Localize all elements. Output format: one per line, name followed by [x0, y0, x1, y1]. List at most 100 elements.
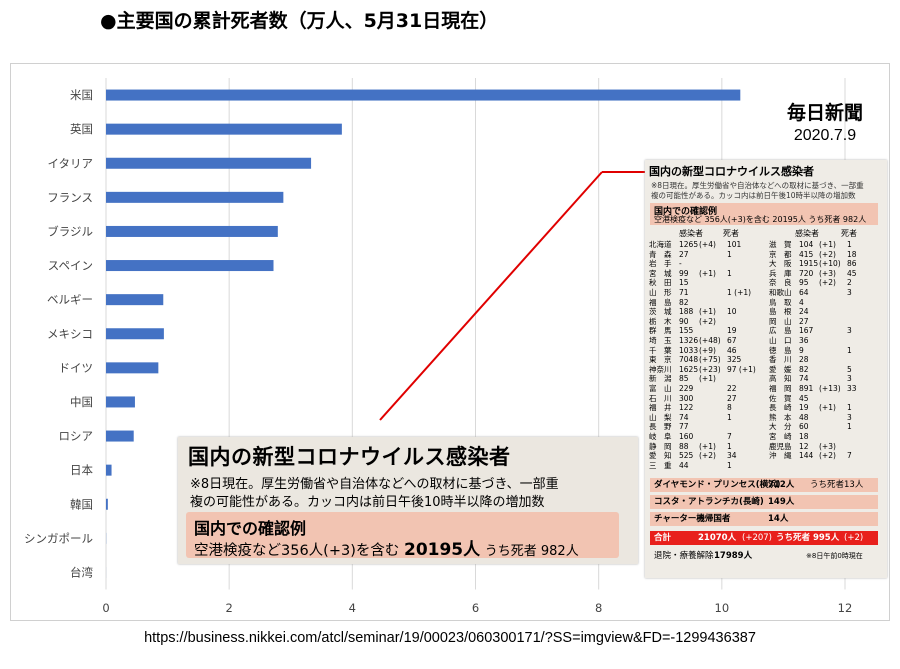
discharge-note: ※8日午前0時現在	[806, 552, 863, 560]
table-row: 埼 玉 1326 (+48) 67	[645, 336, 887, 345]
infected-count: 1033	[679, 345, 699, 355]
infected-increase: (+75)	[699, 355, 721, 365]
infected-count: 525	[679, 451, 694, 461]
table-row: 静 岡 88 (+1) 1	[645, 442, 887, 451]
table-row: 山 口 36	[645, 336, 887, 345]
bar	[106, 430, 134, 442]
death-count: 101	[727, 240, 742, 249]
bar	[106, 498, 108, 510]
infected-count: 188	[679, 307, 694, 317]
prefecture-name: 新 潟	[649, 374, 672, 384]
prefecture-name: 奈 良	[769, 278, 792, 288]
confirmed-box-title: 国内での確認例	[194, 519, 307, 538]
table-row: 愛 知 525 (+2) 34	[645, 451, 887, 460]
prefecture-name: 鹿児島	[769, 441, 792, 451]
death-count: 7	[727, 432, 732, 441]
infected-count: 160	[679, 432, 694, 441]
x-tick-label: 0	[102, 601, 109, 615]
prefecture-name: 岩 手	[649, 259, 672, 269]
death-count: 18	[847, 249, 857, 259]
confirmed-box-text: 空港検疫など356人(+3)を含む 20195人 うち死者 982人	[194, 535, 579, 560]
y-tick-label: ドイツ	[59, 361, 94, 375]
table-row: 三 重 44 1	[645, 461, 887, 470]
table-row: 富 山 229 22	[645, 384, 887, 393]
prefecture-name: 徳 島	[769, 345, 792, 355]
infected-count: 74	[799, 374, 809, 384]
infected-count: 24	[799, 307, 809, 317]
infected-count: 95	[799, 278, 809, 288]
death-count: 33	[847, 384, 857, 393]
connector-line-segment	[379, 171, 603, 421]
table-row: 宮 崎 18	[645, 432, 887, 441]
death-count: 1	[727, 460, 732, 470]
prefecture-name: 青 森	[649, 249, 672, 259]
table-row: 鳥 取 4	[645, 298, 887, 307]
infected-count: 167	[799, 326, 814, 336]
infected-increase: (+2)	[699, 451, 716, 461]
confirmed-box: 国内での確認例 空港検疫など 356人(+3)を含む 20195人 うち死者 9…	[650, 203, 878, 225]
prefecture-name: 東 京	[649, 355, 672, 365]
source-url: https://business.nikkei.com/atcl/seminar…	[144, 630, 756, 646]
death-count: 97 (+1)	[727, 364, 756, 374]
table-row: 石 川 300 27	[645, 394, 887, 403]
death-count: 1	[727, 412, 732, 422]
table-row: 東 京 7048 (+75) 325	[645, 355, 887, 364]
death-count: 3	[847, 326, 852, 336]
bar	[106, 260, 274, 272]
prefecture-name: 兵 庫	[769, 268, 792, 278]
death-count: 1	[727, 249, 732, 259]
table-row: 佐 賀 45	[645, 394, 887, 403]
confirmed-box-prefix: 空港検疫など356人(+3)を含む	[194, 543, 400, 559]
summary-value: 149人	[768, 497, 795, 507]
prefecture-name: 滋 賀	[769, 240, 792, 249]
death-count: 19	[727, 326, 737, 336]
prefecture-name: 鳥 取	[769, 297, 792, 307]
clipping-note: 複の可能性がある。カッコ内は前日午後10時半以降の増加数	[651, 191, 856, 200]
prefecture-name: 山 梨	[649, 412, 672, 422]
table-row: 栃 木 90 (+2)	[645, 317, 887, 326]
bar	[106, 89, 741, 101]
table-row: 宮 城 99 (+1) 1	[645, 269, 887, 278]
column-header: 感染者	[795, 229, 819, 238]
bar	[106, 396, 135, 408]
infected-count: 9	[799, 345, 804, 355]
discharge-label: 退院・療養解除	[654, 551, 714, 561]
x-tick-label: 2	[226, 601, 233, 615]
death-count: 1	[847, 403, 852, 413]
table-row: 福 島 82	[645, 298, 887, 307]
newspaper-clipping-headline: 国内の新型コロナウイルス感染者 ※8日現在。厚生労働省や自治体などへの取材に基づ…	[178, 437, 638, 564]
y-tick-label: スペイン	[48, 259, 93, 273]
infected-count: 88	[679, 441, 689, 451]
death-count: 2	[847, 278, 852, 288]
summary-row: チャーター機帰国者 14人	[650, 512, 878, 526]
prefecture-name: 茨 城	[649, 307, 672, 317]
infected-count: 44	[679, 460, 689, 470]
clipping-heading: 国内の新型コロナウイルス感染者	[188, 445, 511, 469]
infected-count: 1326	[679, 336, 699, 345]
table-row: 和歌山 64 3	[645, 288, 887, 297]
infected-count: 1915	[799, 259, 819, 269]
total-increase: (+207)	[742, 533, 772, 543]
summary-label: コスタ・アトランチカ(長崎)	[654, 497, 764, 507]
prefecture-name: 石 川	[649, 393, 672, 403]
summary-label: チャーター機帰国者	[654, 514, 731, 524]
prefecture-name: 福 岡	[769, 384, 792, 393]
y-tick-label: メキシコ	[47, 327, 93, 341]
summary-extra: うち死者13人	[810, 480, 864, 490]
prefecture-name: 福 井	[649, 403, 672, 413]
x-tick-label: 10	[715, 601, 730, 615]
death-count: 3	[847, 374, 852, 384]
table-row: 福 岡 891 (+13) 33	[645, 384, 887, 393]
total-deaths: うち死者 995人	[776, 533, 840, 543]
bar	[106, 362, 159, 374]
table-row: 徳 島 9 1	[645, 346, 887, 355]
table-row: 秋 田 15	[645, 278, 887, 287]
infected-increase: (+1)	[819, 403, 836, 413]
table-row: 奈 良 95 (+2) 2	[645, 278, 887, 287]
prefecture-name: 愛 知	[649, 451, 672, 461]
infected-count: 18	[799, 432, 809, 441]
table-row: 福 井 122 8	[645, 403, 887, 412]
confirmed-total: 20195人	[403, 540, 481, 560]
y-tick-label: 中国	[70, 395, 93, 409]
prefecture-name: 沖 縄	[769, 451, 792, 461]
